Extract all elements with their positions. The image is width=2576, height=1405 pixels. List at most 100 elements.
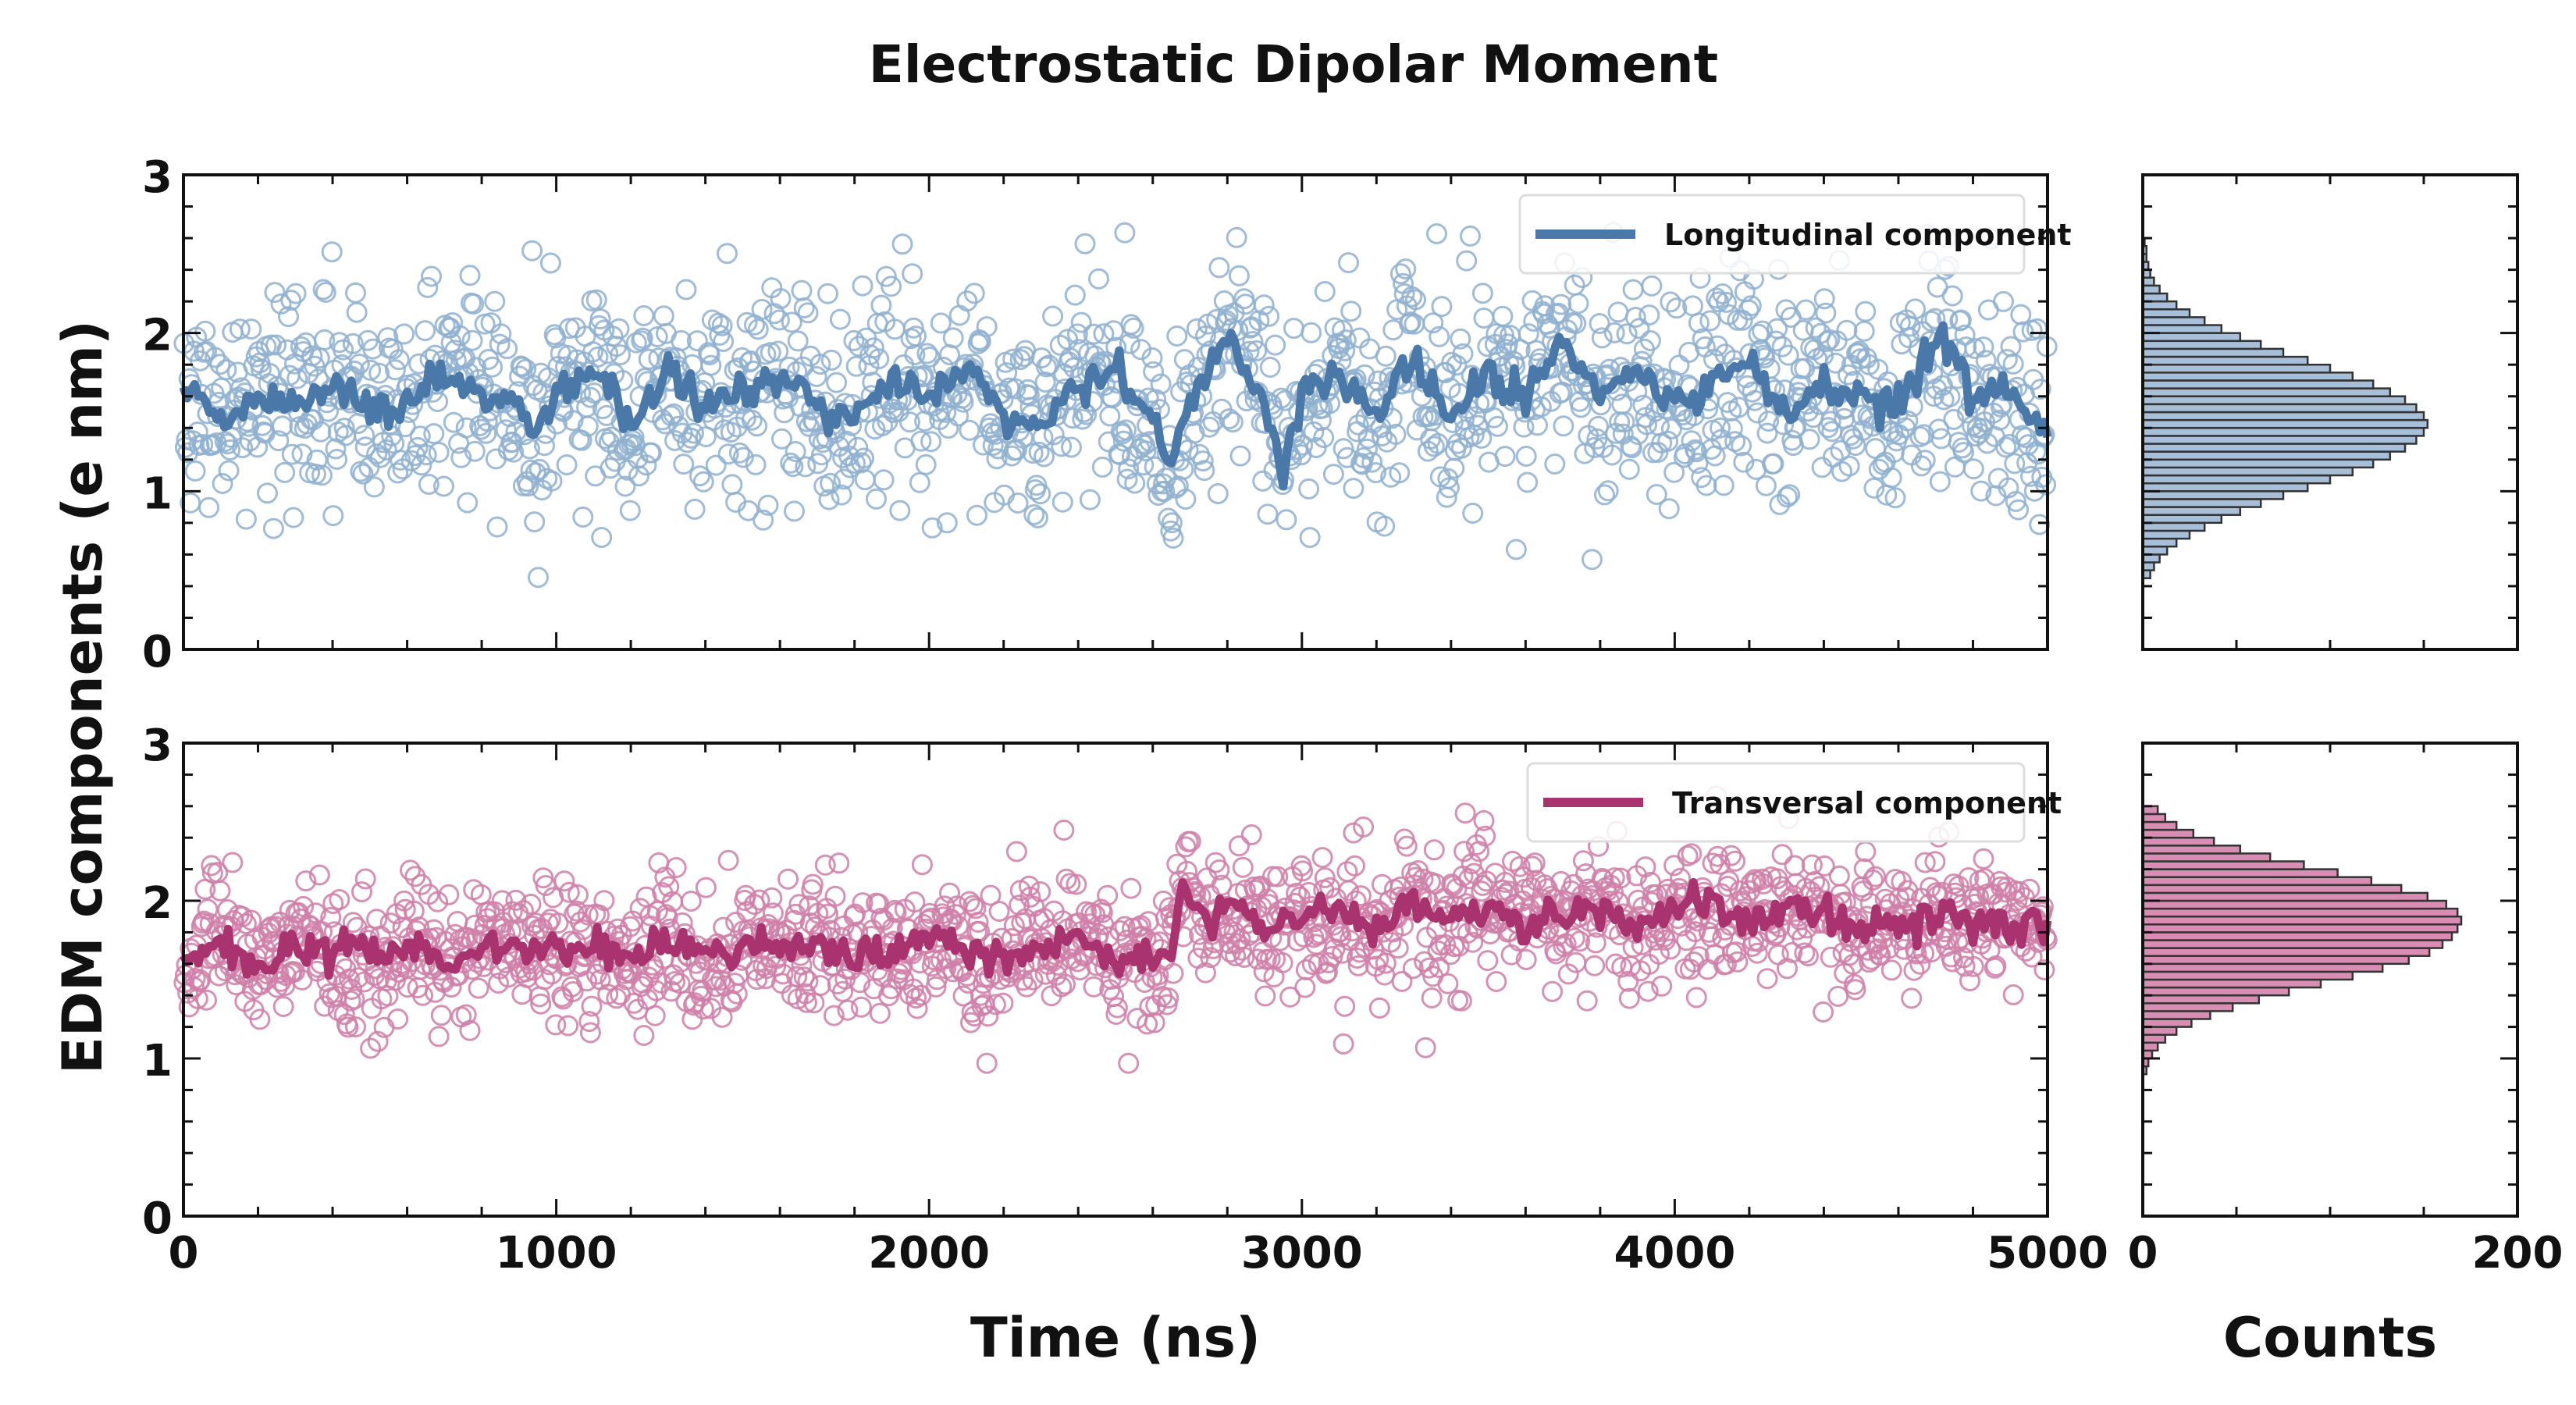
top-scatter-point [916, 343, 938, 365]
top-scatter-point [2002, 353, 2024, 375]
top-scatter-point [619, 500, 641, 521]
top-scatter-point [663, 403, 685, 425]
top-y-tick-label: 0 [142, 627, 173, 678]
bot-scatter-point [1292, 860, 1314, 882]
top-scatter-point [229, 318, 251, 340]
bottom-legend-box [1526, 762, 2026, 843]
top-scatter-point [889, 500, 911, 521]
top-scatter-point [1756, 422, 1778, 444]
bot-scatter-point [824, 885, 846, 907]
top-scatter-point [1162, 527, 1184, 549]
top-scatter-point [368, 362, 390, 384]
bot-scatter-point [951, 961, 973, 983]
top-scatter-point [1242, 331, 1264, 352]
bot-scatter-point [1461, 853, 1482, 875]
top-scatter-point [1389, 462, 1411, 484]
bot-scatter-point [1368, 997, 1390, 1019]
bot-scatter-point [1118, 1052, 1140, 1074]
top-scatter-point [1492, 305, 1514, 327]
bot-scatter-point [1610, 867, 1631, 889]
top-scatter-point [1487, 415, 1508, 437]
top-scatter-point [1034, 446, 1055, 468]
bot-scatter-point [512, 900, 534, 921]
top-scatter-point [1258, 305, 1280, 327]
top-scatter-point [315, 282, 336, 303]
bot-scatter-point [553, 870, 575, 892]
top-scatter-point [1143, 361, 1165, 382]
bot-scatter-point [1016, 976, 1037, 998]
top-scatter-point [1093, 323, 1115, 345]
bot-scatter-point [1880, 959, 1902, 981]
top-scatter-point [524, 511, 546, 533]
top-scatter-point [1564, 274, 1585, 296]
bot-hist-bar [2141, 820, 2178, 831]
bot-scatter-point [1924, 851, 1946, 873]
bot-scatter-point [1316, 961, 1338, 983]
top-scatter-point [1161, 512, 1183, 534]
top-scatter-point [354, 425, 375, 446]
top-scatter-point [1062, 407, 1083, 429]
top-scatter-point [610, 344, 632, 366]
top-scatter-point [1582, 549, 1603, 571]
top-scatter-point [635, 454, 657, 476]
hist-x-tick-label: 200 [2472, 1228, 2564, 1279]
top-hist-bar [2141, 403, 2418, 414]
top-scatter-point [1548, 302, 1569, 324]
top-scatter-point [2008, 499, 2030, 521]
top-scatter-point [428, 442, 450, 463]
top-scatter-point [980, 413, 1002, 435]
bot-scatter-point [1572, 850, 1594, 872]
top-scatter-point [572, 506, 594, 528]
top-scatter-point [318, 400, 339, 422]
bot-scatter-point [1473, 809, 1495, 831]
bot-scatter-point [988, 901, 1010, 922]
bot-scatter-point [265, 916, 287, 937]
top-hist-bar [2141, 332, 2242, 343]
top-scatter-point [377, 327, 399, 349]
top-scatter-point [608, 318, 630, 340]
top-scatter-point [868, 348, 890, 370]
top-scatter-point [1421, 410, 1443, 432]
bot-scatter-point [1729, 880, 1751, 902]
top-scatter-point [1570, 397, 1592, 418]
top-scatter-point [393, 323, 415, 345]
bot-scatter-point [1901, 987, 1923, 1009]
bot-scatter-point [1055, 868, 1077, 890]
top-scatter-point [583, 382, 605, 404]
top-scatter-point [375, 439, 397, 461]
top-scatter-point [1928, 418, 1950, 440]
bot-hist-bar [2141, 986, 2290, 997]
bot-scatter-point [817, 903, 838, 925]
bot-hist-bar [2141, 978, 2322, 989]
top-scatter-point [1456, 250, 1478, 272]
top-scatter-point [418, 474, 439, 495]
top-scatter-point [1427, 432, 1449, 454]
top-scatter-point [1521, 290, 1543, 311]
top-scatter-point [2030, 379, 2051, 400]
top-scatter-point [1792, 319, 1814, 341]
top-scatter-point [219, 439, 241, 461]
top-scatter-point [390, 450, 411, 471]
top-scatter-point [935, 401, 957, 423]
bot-scatter-point [1200, 947, 1222, 969]
top-scatter-point [450, 446, 472, 468]
bot-scatter-point [367, 1030, 389, 1052]
top-scatter-point [286, 368, 308, 389]
top-scatter-point [910, 430, 932, 452]
top-scatter-point [870, 294, 892, 316]
top-scatter-point [409, 425, 431, 447]
top-scatter-point [1513, 416, 1535, 438]
top-scatter-point [1638, 304, 1660, 326]
bot-scatter-point [339, 968, 360, 990]
top-hist-bar [2141, 395, 2407, 406]
top-scatter-point [348, 354, 370, 375]
bot-scatter-point [977, 1005, 999, 1027]
bot-scatter-point [342, 912, 364, 934]
bot-scatter-point [1097, 884, 1119, 906]
top-scatter-point [906, 325, 927, 347]
top-scatter-point [1663, 461, 1685, 483]
top-scatter-point [1083, 323, 1105, 345]
bot-scatter-point [557, 1015, 579, 1037]
x-tick-label: 0 [169, 1228, 199, 1279]
top-scatter-point [689, 465, 710, 487]
